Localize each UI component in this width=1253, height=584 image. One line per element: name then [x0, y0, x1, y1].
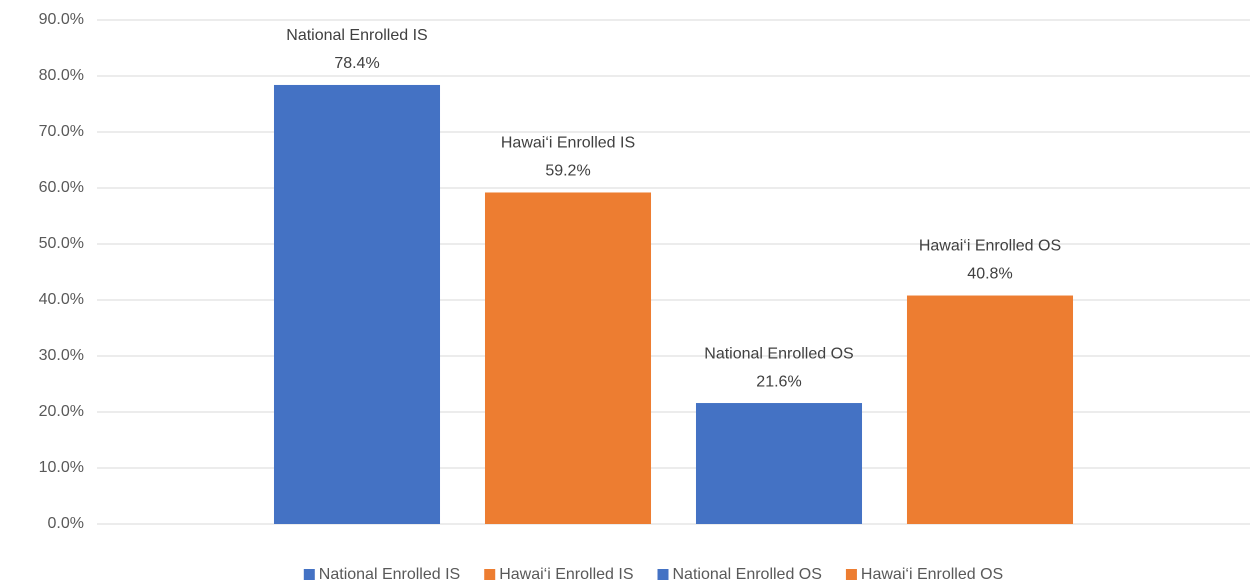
y-tick-label: 60.0%: [39, 179, 84, 196]
y-tick-label: 70.0%: [39, 123, 84, 140]
data-label: 59.2%: [545, 163, 590, 180]
bar: [273, 84, 441, 525]
legend-swatch: [484, 569, 496, 580]
y-tick-label: 90.0%: [39, 11, 84, 28]
data-label: 40.8%: [967, 266, 1012, 283]
y-tick-label: 50.0%: [39, 235, 84, 252]
data-label: 21.6%: [756, 373, 801, 390]
legend-swatch: [845, 569, 857, 580]
y-tick-label: 30.0%: [39, 347, 84, 364]
data-label-name: National Enrolled OS: [704, 345, 853, 362]
legend-swatch: [657, 569, 669, 580]
y-tick-label: 80.0%: [39, 67, 84, 84]
data-label-name: Hawai‘i Enrolled OS: [919, 238, 1061, 255]
data-label-name: National Enrolled IS: [286, 27, 427, 44]
y-tick-label: 40.0%: [39, 291, 84, 308]
legend-swatch: [303, 569, 315, 580]
bar: [906, 295, 1074, 524]
legend-label: National Enrolled OS: [673, 566, 822, 583]
y-tick-label: 20.0%: [39, 403, 84, 420]
legend-label: National Enrolled IS: [319, 566, 460, 583]
legend-label: Hawai‘i Enrolled IS: [499, 566, 633, 583]
data-label: 78.4%: [334, 55, 379, 72]
y-tick-label: 10.0%: [39, 459, 84, 476]
data-label-name: Hawai‘i Enrolled IS: [501, 135, 635, 152]
bar: [484, 192, 652, 525]
y-tick-label: 0.0%: [48, 515, 84, 532]
legend-label: Hawai‘i Enrolled OS: [861, 566, 1003, 583]
bar: [695, 403, 863, 524]
